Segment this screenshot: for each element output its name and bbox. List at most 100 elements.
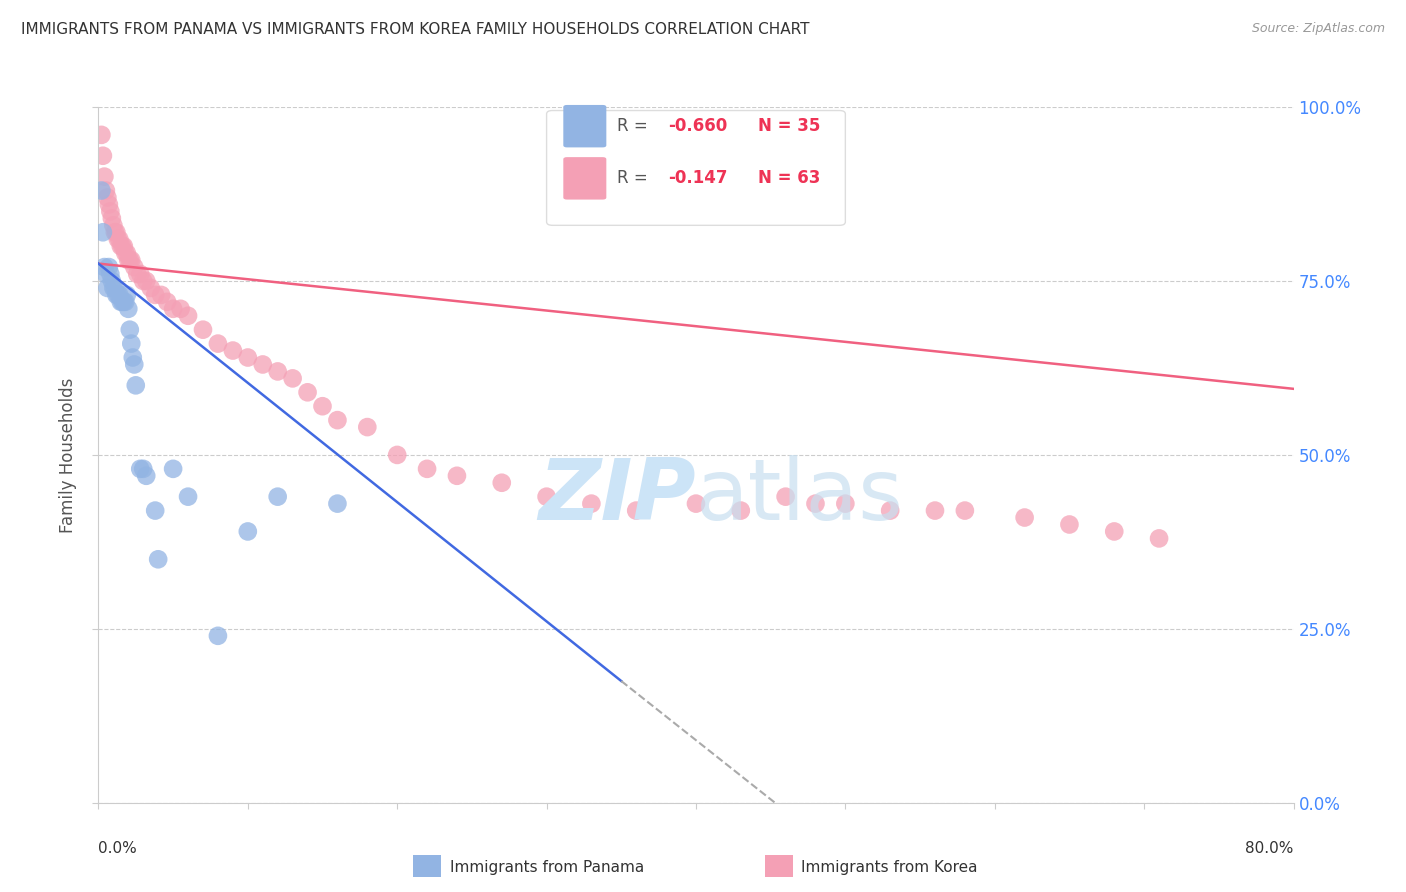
Point xyxy=(110,294,132,309)
Point xyxy=(446,468,468,483)
Point xyxy=(107,288,129,302)
Point xyxy=(297,385,319,400)
Point xyxy=(491,475,513,490)
Point xyxy=(730,503,752,517)
Text: 80.0%: 80.0% xyxy=(1246,841,1294,856)
Point xyxy=(104,281,127,295)
Point xyxy=(267,364,290,378)
Point xyxy=(150,288,173,302)
Point xyxy=(103,219,125,233)
Point xyxy=(90,184,112,198)
Text: R =: R = xyxy=(617,169,658,187)
FancyBboxPatch shape xyxy=(547,111,845,226)
Point xyxy=(94,267,117,281)
Point xyxy=(114,294,136,309)
FancyBboxPatch shape xyxy=(564,157,606,200)
Y-axis label: Family Households: Family Households xyxy=(59,377,77,533)
Point xyxy=(536,490,558,504)
Point xyxy=(311,399,333,413)
Point xyxy=(236,524,259,539)
Point xyxy=(177,490,200,504)
Point xyxy=(105,225,128,239)
Point xyxy=(101,211,124,226)
Point xyxy=(108,288,131,302)
Point xyxy=(135,468,157,483)
Point xyxy=(97,260,120,274)
Point xyxy=(139,281,162,295)
Point xyxy=(115,288,138,302)
Point xyxy=(111,294,134,309)
Point xyxy=(100,267,122,281)
Point xyxy=(177,309,200,323)
Text: N = 35: N = 35 xyxy=(758,117,821,136)
Point xyxy=(222,343,245,358)
Point xyxy=(94,184,117,198)
Point xyxy=(326,413,349,427)
Point xyxy=(124,260,146,274)
Point xyxy=(156,294,179,309)
Point xyxy=(101,274,124,288)
Point xyxy=(117,253,139,268)
Point xyxy=(1104,524,1126,539)
Point xyxy=(207,336,229,351)
Point xyxy=(117,301,139,316)
Point xyxy=(127,267,149,281)
Point xyxy=(169,301,191,316)
Point xyxy=(114,246,136,260)
Point xyxy=(118,323,141,337)
Point xyxy=(162,462,184,476)
Point xyxy=(1147,532,1170,546)
Point xyxy=(326,497,349,511)
Point xyxy=(97,197,120,211)
Point xyxy=(162,301,184,316)
Point xyxy=(125,378,148,392)
Point xyxy=(93,169,115,184)
Point xyxy=(120,336,142,351)
Point xyxy=(143,288,166,302)
Point xyxy=(879,503,901,517)
Point xyxy=(96,190,118,204)
Point xyxy=(626,503,648,517)
Point xyxy=(91,149,114,163)
Text: Immigrants from Korea: Immigrants from Korea xyxy=(801,860,979,874)
Point xyxy=(105,288,128,302)
Point xyxy=(112,294,135,309)
Point xyxy=(90,128,112,142)
Point xyxy=(924,503,946,517)
Point xyxy=(135,274,157,288)
Point xyxy=(115,246,138,260)
Point xyxy=(110,239,132,253)
Point xyxy=(143,503,166,517)
Point xyxy=(267,490,290,504)
Text: ZIP: ZIP xyxy=(538,455,696,538)
Text: atlas: atlas xyxy=(696,455,904,538)
Point xyxy=(356,420,378,434)
Text: Immigrants from Panama: Immigrants from Panama xyxy=(450,860,644,874)
Point xyxy=(252,358,274,372)
Point xyxy=(104,225,127,239)
Point xyxy=(191,323,214,337)
Point xyxy=(100,204,122,219)
Point xyxy=(124,358,146,372)
Point xyxy=(1014,510,1036,524)
Point xyxy=(96,281,118,295)
Point xyxy=(953,503,976,517)
Point xyxy=(121,351,143,365)
Point xyxy=(91,225,114,239)
Point xyxy=(112,239,135,253)
Point xyxy=(103,281,125,295)
Point xyxy=(107,232,129,246)
Point xyxy=(108,232,131,246)
Point xyxy=(148,552,170,566)
FancyBboxPatch shape xyxy=(564,105,606,147)
Point xyxy=(236,351,259,365)
Point xyxy=(120,253,142,268)
Point xyxy=(804,497,827,511)
Point xyxy=(1059,517,1081,532)
Text: IMMIGRANTS FROM PANAMA VS IMMIGRANTS FROM KOREA FAMILY HOUSEHOLDS CORRELATION CH: IMMIGRANTS FROM PANAMA VS IMMIGRANTS FRO… xyxy=(21,22,810,37)
Text: N = 63: N = 63 xyxy=(758,169,821,187)
Point xyxy=(685,497,707,511)
Text: R =: R = xyxy=(617,117,654,136)
Point xyxy=(581,497,603,511)
Point xyxy=(129,267,152,281)
